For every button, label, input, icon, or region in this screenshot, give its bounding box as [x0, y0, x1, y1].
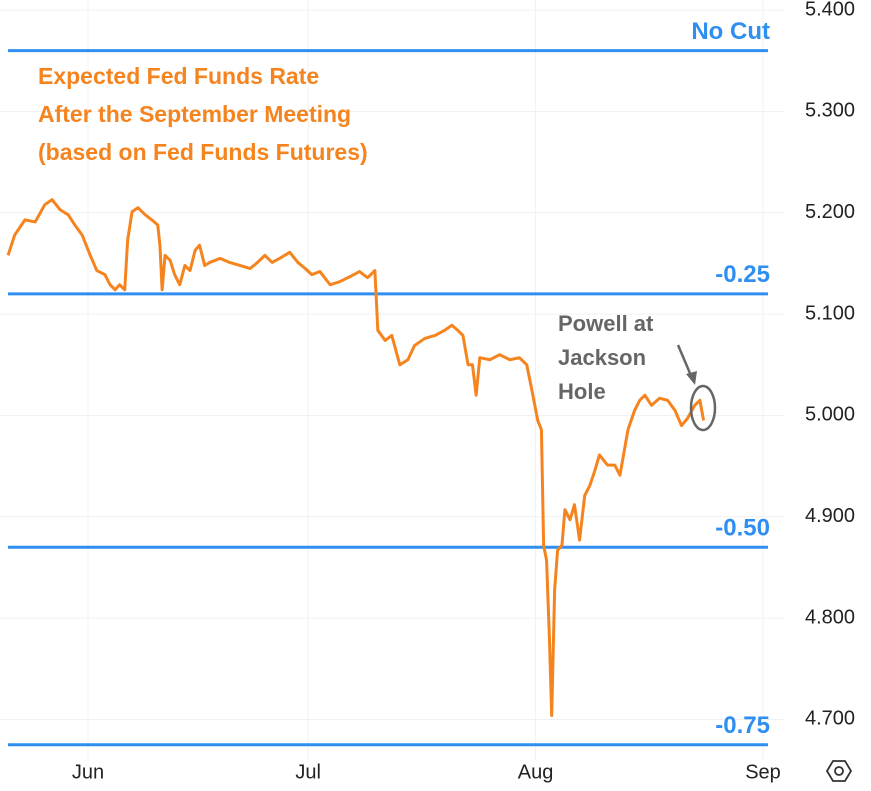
y-tick-label: 4.700 — [805, 708, 855, 730]
annotation-text: Powell at — [558, 311, 654, 336]
annotation: Powell at Jackson Hole — [558, 311, 717, 432]
settings-icon[interactable] — [825, 760, 853, 782]
annotation-text: Jackson — [558, 345, 646, 370]
settings-dot[interactable] — [834, 766, 844, 776]
reference-label: -0.75 — [715, 712, 770, 739]
settings-hexagon[interactable] — [825, 760, 853, 782]
x-tick-label: Jul — [295, 761, 321, 783]
annotation-arrowhead — [686, 371, 697, 385]
x-tick-label: Jun — [72, 761, 104, 783]
grid — [0, 0, 785, 760]
reference-label: -0.25 — [715, 261, 770, 288]
chart-title: Expected Fed Funds Rate — [38, 63, 319, 89]
data-line — [6, 198, 706, 717]
y-tick-label: 4.900 — [805, 505, 855, 527]
chart-title: After the September Meeting — [38, 101, 351, 127]
x-tick-label: Sep — [745, 761, 781, 783]
annotation-circle — [689, 384, 717, 432]
y-tick-label: 5.100 — [805, 302, 855, 324]
y-tick-label: 5.000 — [805, 404, 855, 426]
reference-label: No Cut — [691, 18, 770, 45]
annotation-text: Hole — [558, 379, 606, 404]
axes: 4.700 4.800 4.900 5.000 5.100 5.200 5.300 5.400… — [72, 0, 855, 783]
annotation-arrow — [676, 344, 694, 379]
y-tick-label: 5.300 — [805, 100, 855, 122]
chart-title: (based on Fed Funds Futures) — [38, 139, 368, 165]
y-tick-label: 5.200 — [805, 201, 855, 223]
plot — [6, 198, 706, 717]
x-tick-label: Aug — [518, 761, 554, 783]
title-block: Expected Fed Funds Rate After the Septemb… — [38, 63, 368, 165]
y-tick-label: 4.800 — [805, 606, 855, 628]
reference-lines: No Cut -0.25 -0.50 -0.75 — [8, 18, 770, 747]
y-tick-label: 5.400 — [805, 0, 855, 20]
reference-label: -0.50 — [715, 515, 770, 542]
